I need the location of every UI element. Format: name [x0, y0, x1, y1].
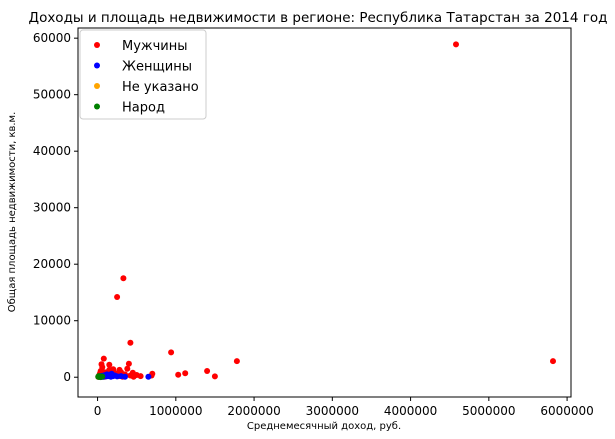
x-tick-label: 4000000 — [384, 404, 437, 418]
point-series-0 — [100, 355, 107, 362]
point-series-0 — [182, 370, 189, 377]
chart-title: Доходы и площадь недвижимости в регионе:… — [29, 10, 608, 26]
point-series-0 — [550, 358, 556, 365]
y-axis: 0 10000 20000 30000 40000 50000 60000 — [33, 31, 78, 384]
y-tick-label: 30000 — [33, 201, 71, 215]
legend-marker-2 — [94, 83, 100, 89]
x-tick-label: 6000000 — [540, 404, 593, 418]
point-series-3 — [99, 373, 106, 380]
x-tick-label: 1000000 — [149, 404, 202, 418]
x-tick-label: 0 — [94, 404, 102, 418]
point-series-0 — [137, 373, 144, 380]
x-tick-label: 5000000 — [462, 404, 515, 418]
y-tick-label: 40000 — [33, 144, 71, 158]
point-series-1 — [145, 373, 152, 380]
legend-marker-0 — [94, 42, 100, 48]
data-points — [95, 41, 556, 381]
x-tick-label: 2000000 — [227, 404, 280, 418]
point-series-1 — [122, 373, 128, 380]
point-series-0 — [114, 294, 121, 300]
point-series-0 — [453, 41, 459, 48]
point-series-0 — [130, 373, 137, 380]
x-axis: 0 1000000 2000000 3000000 4000000 5000000 6000… — [94, 397, 594, 418]
point-series-0 — [168, 349, 175, 356]
x-axis-label: Среднемесячный доход, руб. — [247, 421, 401, 432]
legend-label-2: Не указано — [122, 80, 199, 95]
plot-frame — [77, 27, 572, 398]
y-tick-label: 10000 — [33, 314, 71, 328]
y-tick-label: 20000 — [33, 257, 71, 271]
legend-label-1: Женщины — [122, 60, 192, 75]
legend-box — [79, 29, 207, 120]
point-series-0 — [233, 358, 240, 365]
point-series-0 — [175, 371, 182, 378]
point-series-0 — [125, 360, 132, 367]
y-tick-label: 60000 — [33, 31, 71, 45]
legend: Мужчины Женщины Не указано Народ — [79, 29, 207, 120]
legend-label-0: Мужчины — [122, 39, 188, 54]
y-tick-label: 0 — [63, 370, 71, 384]
point-series-0 — [106, 361, 113, 368]
y-axis-label: Общая площадь недвижимости, кв.м. — [7, 112, 18, 313]
x-tick-label: 3000000 — [306, 404, 359, 418]
point-series-0 — [120, 275, 127, 282]
point-series-0 — [211, 373, 218, 380]
point-series-0 — [127, 339, 134, 346]
legend-marker-1 — [94, 62, 100, 69]
point-series-0 — [124, 365, 131, 372]
y-tick-label: 50000 — [33, 88, 71, 102]
point-series-0 — [204, 368, 211, 374]
legend-label-3: Народ — [122, 101, 165, 116]
legend-marker-3 — [94, 103, 100, 110]
